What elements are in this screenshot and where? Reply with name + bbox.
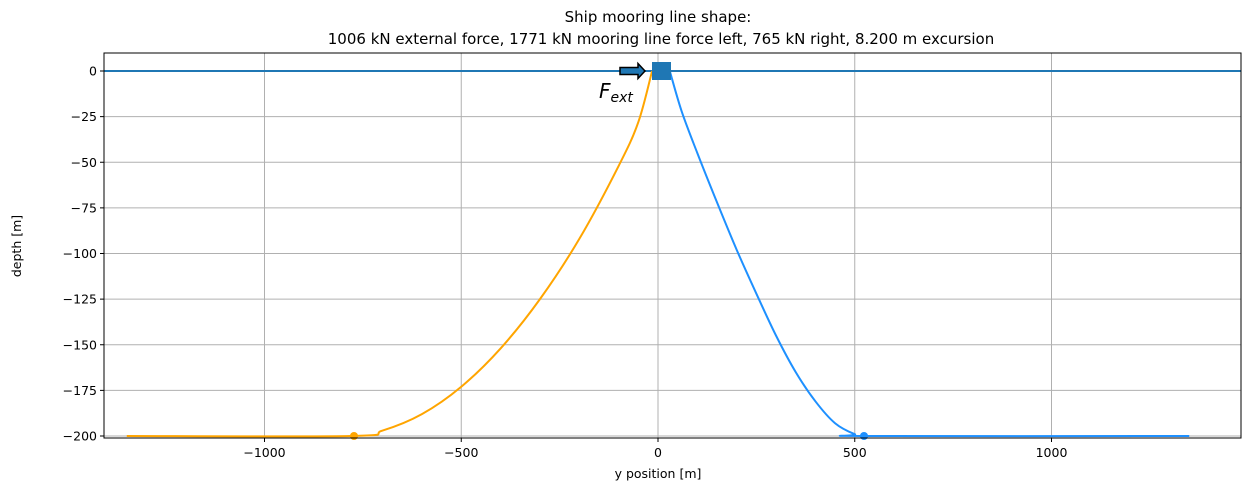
x-tick-label: 500 <box>843 445 867 460</box>
y-tick-label: −125 <box>63 292 97 307</box>
left-touchdown-marker <box>350 432 358 440</box>
right-touchdown-marker <box>860 432 868 440</box>
right-mooring-line <box>668 70 1190 438</box>
y-tick-label: −75 <box>71 200 97 215</box>
y-tick-label: −100 <box>63 246 97 261</box>
y-tick-label: −50 <box>71 155 97 170</box>
plot-area: Fext <box>103 52 1242 440</box>
chart-title-line2: 1006 kN external force, 1771 kN mooring … <box>328 30 994 48</box>
ship-marker <box>652 62 671 80</box>
x-axis-ticks: −1000 −500 0 500 1000 <box>243 438 1067 460</box>
external-force-arrow-icon <box>619 61 647 81</box>
gridlines <box>104 53 1241 438</box>
y-tick-label: 0 <box>89 64 97 79</box>
y-tick-label: −175 <box>63 383 97 398</box>
x-tick-label: 1000 <box>1036 445 1068 460</box>
y-axis-ticks: 0 −25 −50 −75 −100 −125 −150 −175 −200 <box>63 64 104 444</box>
y-tick-label: −200 <box>63 429 97 444</box>
x-tick-label: 0 <box>654 445 662 460</box>
axes-frame <box>103 52 1242 439</box>
y-tick-label: −25 <box>71 109 97 124</box>
x-tick-label: −500 <box>444 445 478 460</box>
chart-title-line1: Ship mooring line shape: <box>565 8 752 26</box>
y-axis-label: depth [m] <box>9 215 24 277</box>
x-tick-label: −1000 <box>243 445 285 460</box>
x-axis-label: y position [m] <box>615 466 702 481</box>
external-force-label: Fext <box>599 79 633 106</box>
y-tick-label: −150 <box>63 337 97 352</box>
